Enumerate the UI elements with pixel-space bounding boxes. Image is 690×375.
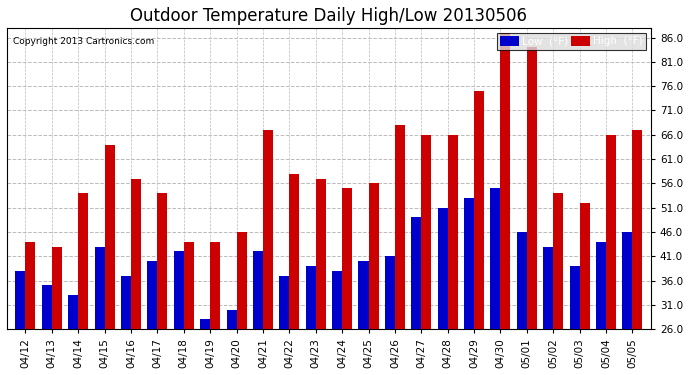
Bar: [527, 47, 537, 329]
Text: Copyright 2013 Cartronics.com: Copyright 2013 Cartronics.com: [13, 37, 155, 46]
Bar: [580, 203, 590, 329]
Title: Outdoor Temperature Daily High/Low 20130506: Outdoor Temperature Daily High/Low 20130…: [130, 7, 527, 25]
Bar: [42, 285, 52, 329]
Bar: [121, 276, 131, 329]
Bar: [78, 193, 88, 329]
Bar: [15, 271, 26, 329]
Bar: [411, 217, 422, 329]
Bar: [95, 246, 105, 329]
Bar: [131, 178, 141, 329]
Bar: [622, 232, 633, 329]
Bar: [105, 144, 115, 329]
Bar: [148, 261, 157, 329]
Bar: [226, 310, 237, 329]
Bar: [543, 246, 553, 329]
Bar: [553, 193, 563, 329]
Bar: [448, 135, 457, 329]
Bar: [157, 193, 168, 329]
Bar: [253, 251, 263, 329]
Bar: [26, 242, 35, 329]
Bar: [500, 33, 511, 329]
Bar: [289, 174, 299, 329]
Bar: [200, 320, 210, 329]
Bar: [570, 266, 580, 329]
Bar: [52, 246, 62, 329]
Bar: [237, 232, 246, 329]
Bar: [332, 271, 342, 329]
Bar: [437, 208, 448, 329]
Bar: [210, 242, 220, 329]
Bar: [633, 130, 642, 329]
Bar: [174, 251, 184, 329]
Bar: [517, 232, 527, 329]
Bar: [368, 183, 379, 329]
Bar: [464, 198, 474, 329]
Bar: [263, 130, 273, 329]
Bar: [385, 256, 395, 329]
Bar: [491, 188, 500, 329]
Bar: [359, 261, 368, 329]
Legend: Low  (°F), High  (°F): Low (°F), High (°F): [497, 33, 646, 50]
Bar: [316, 178, 326, 329]
Bar: [306, 266, 316, 329]
Bar: [596, 242, 606, 329]
Bar: [474, 91, 484, 329]
Bar: [606, 135, 616, 329]
Bar: [395, 125, 405, 329]
Bar: [184, 242, 194, 329]
Bar: [342, 188, 352, 329]
Bar: [279, 276, 289, 329]
Bar: [68, 295, 78, 329]
Bar: [422, 135, 431, 329]
